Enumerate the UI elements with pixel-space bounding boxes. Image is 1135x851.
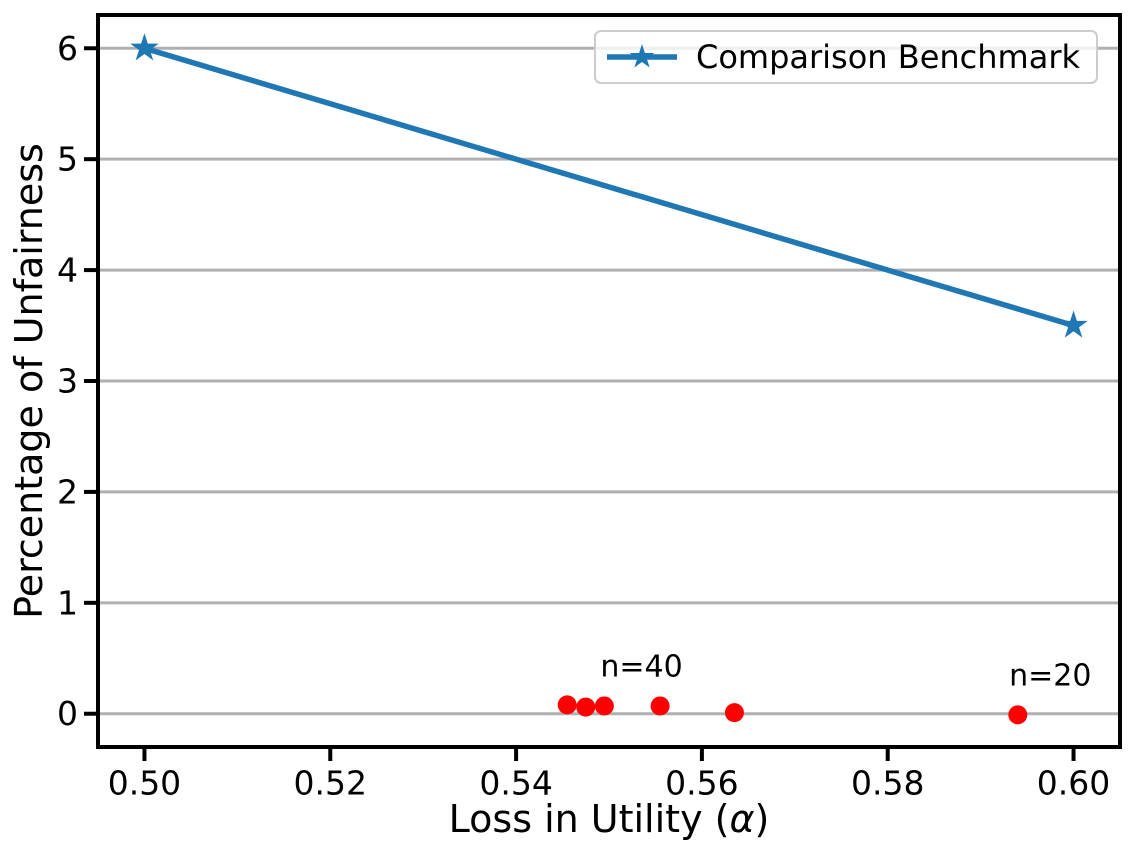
y-tick-label-0: 0 [57, 694, 78, 733]
y-tick-label-3: 3 [57, 362, 78, 401]
scatter-point [594, 696, 614, 716]
legend-line-star-sample [606, 44, 677, 68]
benchmark-line [143, 45, 1075, 329]
annotation-n20: n=20 [1009, 659, 1091, 694]
benchmark-star-marker [1059, 310, 1088, 338]
legend-entry-comparison-benchmark: Comparison Benchmark [695, 38, 1080, 76]
scatter-point [724, 703, 744, 723]
axes-frame [96, 13, 1122, 749]
x-tick-label-0.60: 0.60 [1037, 764, 1110, 803]
legend: Comparison Benchmark [593, 30, 1098, 84]
annotation-n40: n=40 [600, 650, 682, 685]
legend-star-icon [629, 44, 655, 68]
x-tick-label-0.58: 0.58 [851, 764, 924, 803]
scatter-point [1008, 705, 1028, 725]
y-tick-label-4: 4 [57, 251, 78, 290]
x-tick-label-0.56: 0.56 [665, 764, 738, 803]
scatter-point [557, 695, 577, 715]
y-tick-label-1: 1 [57, 583, 78, 622]
x-tick-label-0.50: 0.50 [108, 764, 181, 803]
y-axis-label: Percentage of Unfairness [7, 143, 51, 619]
y-tick-label-6: 6 [57, 29, 78, 68]
y-tick-label-2: 2 [57, 472, 78, 511]
y-tick-label-5: 5 [57, 140, 78, 179]
scatter-point [576, 697, 596, 717]
x-axis-label: Loss in Utility (α) [448, 797, 770, 841]
x-tick-label-0.54: 0.54 [479, 764, 552, 803]
scatter-point [650, 696, 670, 716]
x-tick-label-0.52: 0.52 [294, 764, 367, 803]
benchmark-star-marker [130, 33, 159, 61]
